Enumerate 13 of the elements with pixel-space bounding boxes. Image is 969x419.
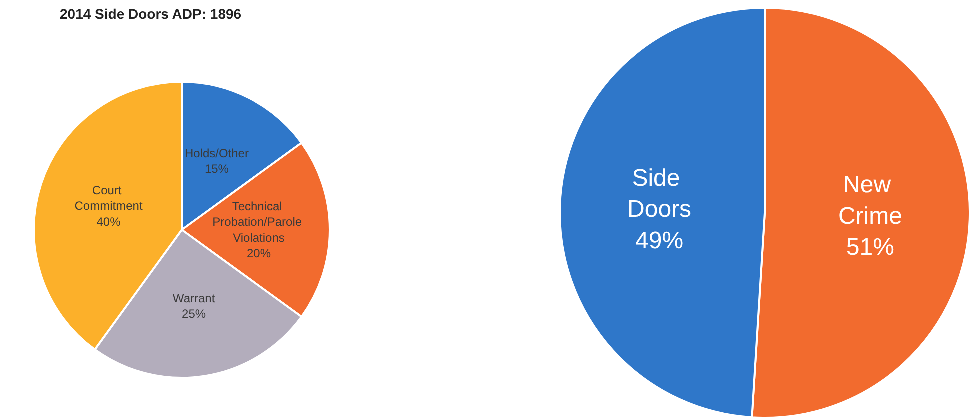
data-label: 49% bbox=[636, 227, 684, 254]
slice-label: Technical Probation/Parole Violations bbox=[212, 200, 306, 245]
data-label: 15% bbox=[204, 162, 230, 176]
slice-label: Holds/Other bbox=[184, 146, 249, 161]
slice-label: Side Doors bbox=[628, 164, 692, 224]
slice-label: Warrant bbox=[172, 291, 216, 306]
data-label: 25% bbox=[182, 306, 206, 321]
data-label: 20% bbox=[246, 246, 272, 260]
chart-title: 2014 Side Doors ADP: 1896 bbox=[60, 6, 242, 22]
slice-label: New Crime bbox=[838, 172, 902, 230]
data-label: 51% bbox=[846, 234, 894, 262]
slice-label: Court Commitment bbox=[74, 184, 144, 214]
data-label: 40% bbox=[96, 214, 122, 229]
